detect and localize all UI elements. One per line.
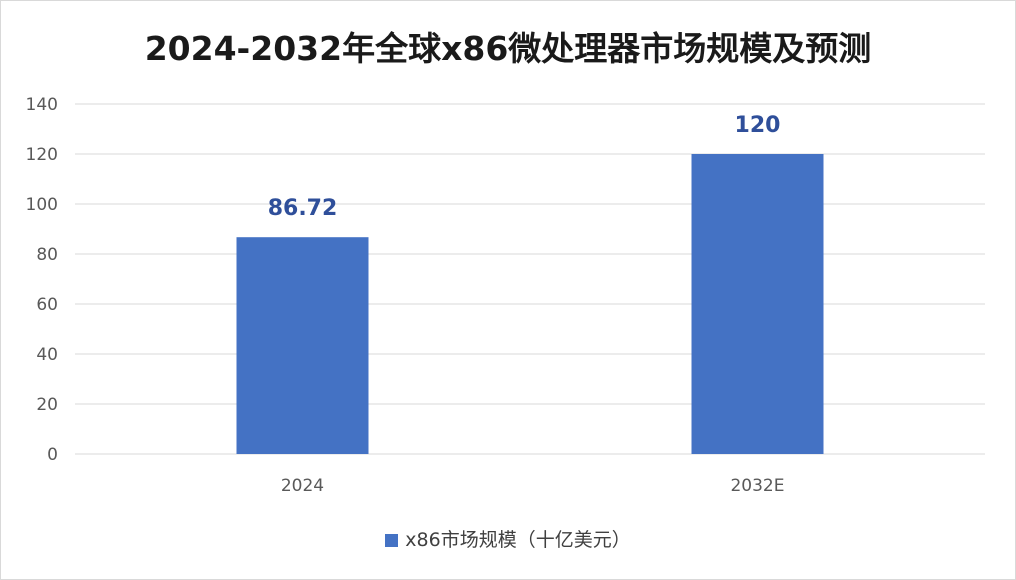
chart-title: 2024-2032年全球x86微处理器市场规模及预测 — [144, 29, 872, 68]
y-tick-label: 80 — [36, 245, 58, 265]
y-tick-label: 0 — [47, 445, 58, 465]
y-tick-label: 140 — [26, 95, 58, 115]
legend-label: x86市场规模（十亿美元） — [405, 529, 631, 551]
bar — [691, 154, 824, 454]
y-tick-label: 100 — [26, 195, 58, 215]
y-tick-label: 60 — [36, 295, 58, 315]
legend: x86市场规模（十亿美元） — [0, 525, 1016, 552]
x-tick-label: 2032E — [730, 476, 784, 496]
data-label: 120 — [735, 113, 781, 138]
y-tick-label: 40 — [36, 345, 58, 365]
y-tick-label: 20 — [36, 395, 58, 415]
data-label: 86.72 — [268, 196, 338, 221]
legend-swatch — [385, 534, 399, 547]
y-tick-label: 120 — [26, 145, 58, 165]
x-tick-label: 2024 — [281, 476, 324, 496]
bar — [236, 237, 369, 454]
